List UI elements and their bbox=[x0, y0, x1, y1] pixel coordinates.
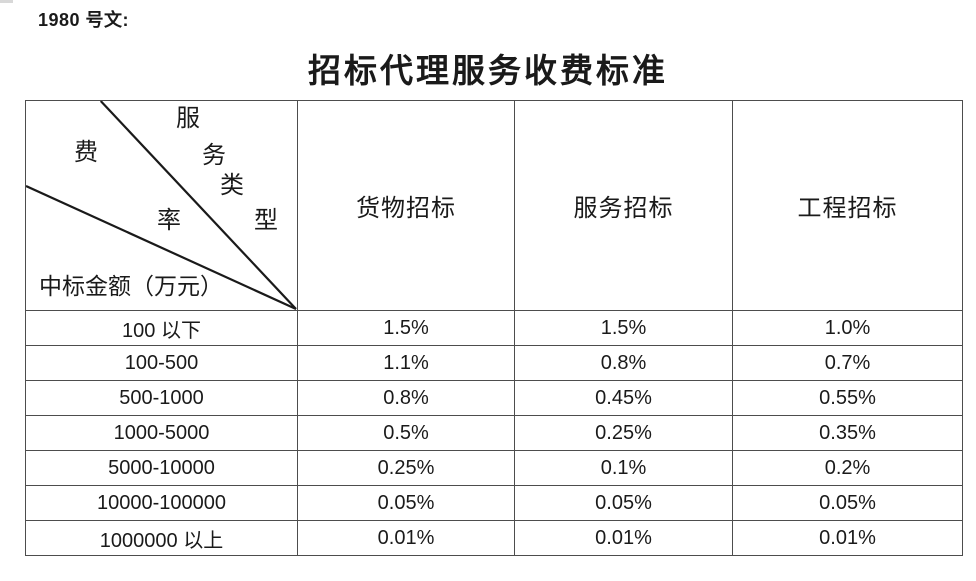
fee-cell: 1.5% bbox=[297, 310, 515, 346]
fee-cell: 0.25% bbox=[514, 415, 733, 451]
table-row: 10000-100000 0.05% 0.05% 0.05% bbox=[25, 485, 963, 521]
table-row: 1000-5000 0.5% 0.25% 0.35% bbox=[25, 415, 963, 451]
row-label: 1000000 以上 bbox=[25, 520, 298, 556]
fee-cell: 0.5% bbox=[297, 415, 515, 451]
table-row: 100 以下 1.5% 1.5% 1.0% bbox=[25, 310, 963, 346]
fee-cell: 0.35% bbox=[732, 415, 963, 451]
table-corner-cell: 服 务 类 型 费 率 中标金额（万元） bbox=[25, 100, 298, 311]
fee-cell: 1.5% bbox=[514, 310, 733, 346]
fee-cell: 0.01% bbox=[732, 520, 963, 556]
row-label: 100-500 bbox=[25, 345, 298, 381]
fee-cell: 0.05% bbox=[732, 485, 963, 521]
fee-schedule-table: 服 务 类 型 费 率 中标金额（万元） 货物招标 服务招标 工程招标 100 … bbox=[25, 100, 963, 556]
column-header-goods: 货物招标 bbox=[297, 100, 515, 311]
corner-label-service-type-char: 服 bbox=[176, 106, 200, 132]
fee-cell: 0.1% bbox=[514, 450, 733, 486]
corner-label-fee-rate-char: 费 bbox=[74, 140, 98, 166]
table-row: 100-500 1.1% 0.8% 0.7% bbox=[25, 345, 963, 381]
corner-label-fee-rate-char: 率 bbox=[157, 208, 181, 234]
column-header-services: 服务招标 bbox=[514, 100, 733, 311]
corner-cell-content: 服 务 类 型 费 率 中标金额（万元） bbox=[26, 101, 297, 310]
corner-label-service-type-char: 类 bbox=[220, 173, 244, 199]
fee-cell: 0.2% bbox=[732, 450, 963, 486]
screen-edge-artifact bbox=[0, 0, 13, 3]
corner-label-service-type-char: 务 bbox=[202, 143, 226, 169]
fee-cell: 0.8% bbox=[297, 380, 515, 416]
row-label: 1000-5000 bbox=[25, 415, 298, 451]
fee-cell: 1.0% bbox=[732, 310, 963, 346]
corner-label-bid-amount: 中标金额（万元） bbox=[39, 274, 223, 299]
row-label: 500-1000 bbox=[25, 380, 298, 416]
fee-cell: 0.45% bbox=[514, 380, 733, 416]
fee-cell: 0.01% bbox=[297, 520, 515, 556]
row-label: 10000-100000 bbox=[25, 485, 298, 521]
fee-cell: 0.7% bbox=[732, 345, 963, 381]
diagonal-divider-lines bbox=[26, 101, 297, 310]
table-row: 1000000 以上 0.01% 0.01% 0.01% bbox=[25, 520, 963, 556]
fee-cell: 0.05% bbox=[514, 485, 733, 521]
page-title: 招标代理服务收费标准 bbox=[308, 54, 668, 90]
row-label: 100 以下 bbox=[25, 310, 298, 346]
fee-cell: 0.8% bbox=[514, 345, 733, 381]
fee-cell: 0.55% bbox=[732, 380, 963, 416]
fee-cell: 0.05% bbox=[297, 485, 515, 521]
fee-cell: 0.01% bbox=[514, 520, 733, 556]
fee-cell: 1.1% bbox=[297, 345, 515, 381]
corner-label-service-type-char: 型 bbox=[254, 208, 278, 234]
table-row: 5000-10000 0.25% 0.1% 0.2% bbox=[25, 450, 963, 486]
doc-number-label: 1980 号文: bbox=[38, 10, 130, 30]
column-header-engineering: 工程招标 bbox=[732, 100, 963, 311]
table-row: 500-1000 0.8% 0.45% 0.55% bbox=[25, 380, 963, 416]
table-header-row: 服 务 类 型 费 率 中标金额（万元） 货物招标 服务招标 工程招标 bbox=[25, 100, 963, 311]
row-label: 5000-10000 bbox=[25, 450, 298, 486]
fee-cell: 0.25% bbox=[297, 450, 515, 486]
